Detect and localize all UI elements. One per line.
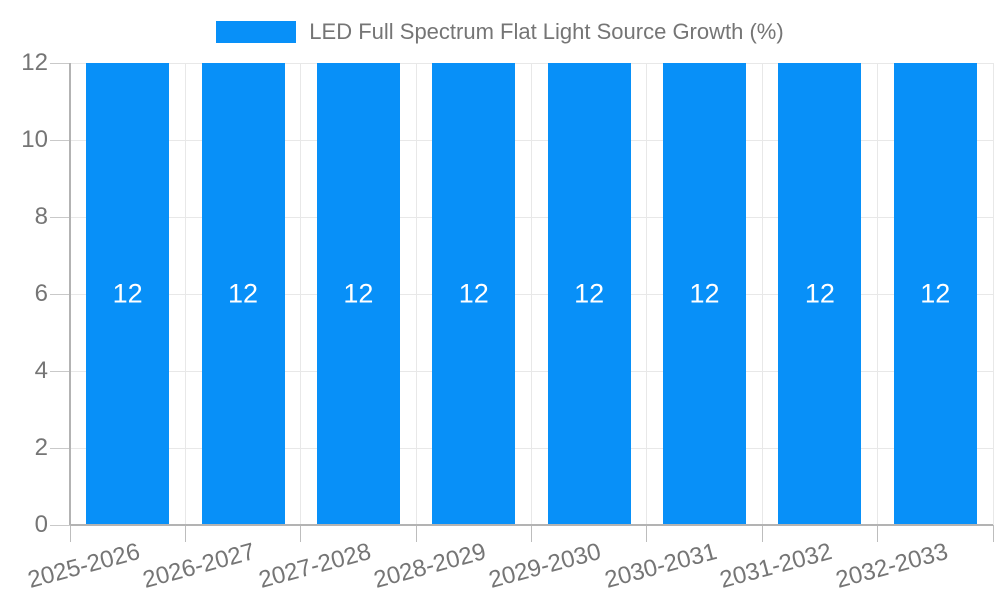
x-axis-tick-label: 2031-2032 [717,538,835,594]
x-axis-tick [69,525,71,542]
bar-value-label: 12 [343,278,374,309]
y-axis-tick [50,293,70,295]
y-axis-tick [50,62,70,64]
bar-value-label: 12 [228,278,259,309]
x-axis-tick-label: 2027-2028 [255,538,374,594]
y-axis-tick-label: 10 [21,126,48,153]
bar-value-label: 12 [458,278,489,309]
gridline-vertical [184,63,186,525]
x-axis-tick-label: 2028-2029 [370,538,489,594]
x-axis-tick-label: 2030-2031 [601,538,720,594]
x-axis-tick-label: 2026-2027 [140,538,259,594]
bar-value-label: 12 [804,278,835,309]
gridline-vertical [300,63,302,525]
y-axis-tick [50,524,70,526]
gridline-vertical [761,63,763,525]
y-axis-tick [50,139,70,141]
gridline-vertical [992,63,994,525]
bar: 12 [893,63,977,525]
gridline-vertical [877,63,879,525]
y-axis-tick [50,216,70,218]
x-axis-tick [877,525,879,542]
gridline-vertical [646,63,648,525]
y-axis-tick [50,370,70,372]
bar: 12 [432,63,516,525]
legend-label[interactable]: LED Full Spectrum Flat Light Source Grow… [309,19,784,44]
y-axis-tick-label: 2 [34,434,48,461]
bar-value-label: 12 [112,278,143,309]
legend-swatch-icon[interactable] [216,21,297,43]
y-axis-tick-label: 8 [34,203,48,230]
bar-value-label: 12 [689,278,720,309]
gridline-vertical [531,63,532,525]
x-axis-tick [761,525,763,542]
x-axis-tick [184,525,186,542]
bar: 12 [663,63,747,525]
bar-value-label: 12 [574,278,605,309]
y-axis-tick-label: 0 [34,511,48,538]
x-axis-tick [992,525,994,542]
bar: 12 [778,63,862,525]
y-axis-tick [50,447,70,449]
x-axis-tick-label: 2032-2033 [832,538,951,594]
y-axis-tick-label: 6 [34,280,48,307]
bar: 12 [547,63,631,525]
y-axis-tick-label: 12 [21,49,48,76]
x-axis-tick [531,525,532,542]
y-axis-line [69,63,71,525]
x-axis-tick [415,525,417,542]
plot-area: 0 2 4 6 8 10 12 12 2025-2026 12 2026-2027 12 2027-20… [21,49,994,594]
bar: 12 [86,63,170,525]
bar: 12 [316,63,400,525]
bar: 12 [201,63,285,525]
x-axis-tick-label: 2029-2030 [486,538,605,594]
bar-value-label: 12 [920,278,951,309]
x-axis-tick [300,525,302,542]
gridline-vertical [415,63,417,525]
x-axis-line [70,524,993,526]
x-axis-tick [646,525,648,542]
x-axis-tick-label: 2025-2026 [24,538,143,594]
legend[interactable]: LED Full Spectrum Flat Light Source Grow… [0,18,1000,46]
y-axis-tick-label: 4 [34,357,48,384]
